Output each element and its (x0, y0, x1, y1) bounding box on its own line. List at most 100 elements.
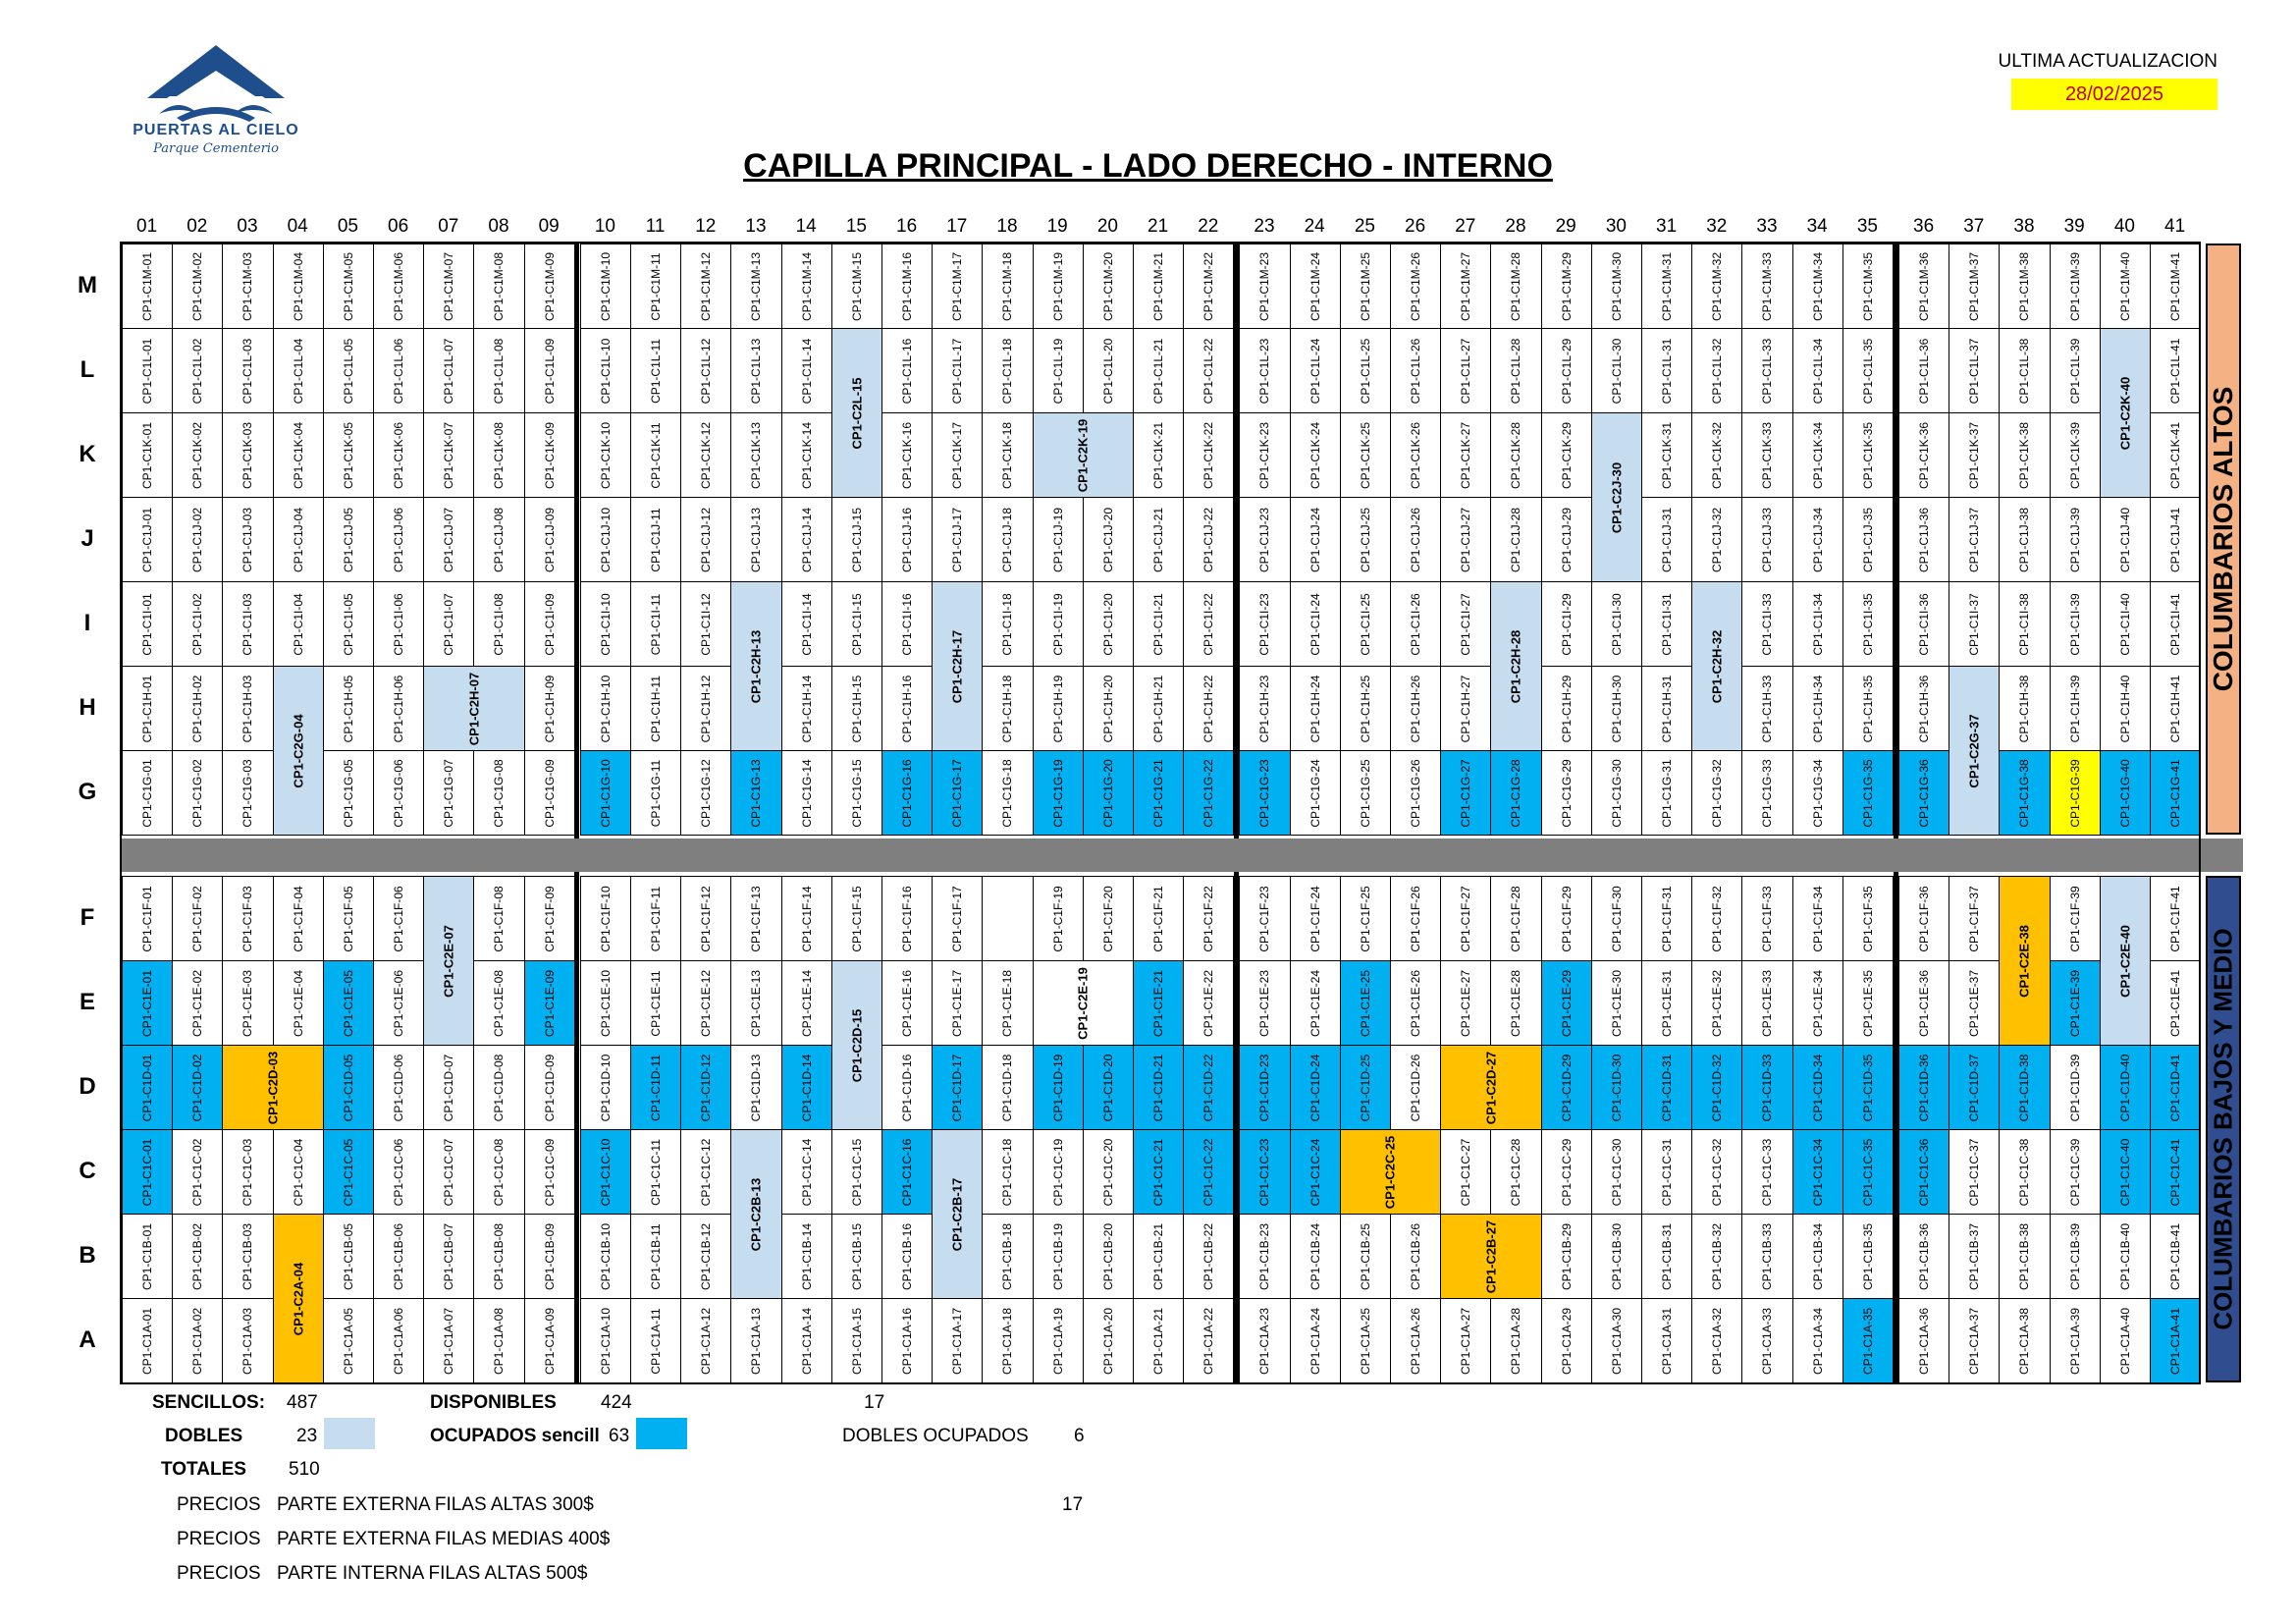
niche-cell[interactable]: CP1-C1A-27 (1440, 1298, 1492, 1383)
niche-cell[interactable]: CP1-C1B-25 (1339, 1214, 1391, 1299)
niche-cell[interactable]: CP1-C1I-09 (523, 581, 575, 667)
niche-cell[interactable]: CP1-C1B-15 (830, 1214, 882, 1299)
niche-cell[interactable]: CP1-C1J-29 (1540, 497, 1592, 582)
niche-cell[interactable]: CP1-C1I-31 (1641, 581, 1693, 667)
niche-cell[interactable]: CP1-C1K-38 (1999, 412, 2051, 498)
niche-cell[interactable]: CP1-C1H-41 (2150, 666, 2202, 751)
niche-cell[interactable]: CP1-C1F-08 (473, 876, 525, 961)
niche-cell[interactable]: CP1-C1H-29 (1540, 666, 1592, 751)
niche-cell[interactable]: CP1-C1G-41 (2150, 750, 2202, 836)
niche-cell[interactable]: CP1-C1G-09 (523, 750, 575, 836)
niche-cell[interactable]: CP1-C1D-26 (1390, 1045, 1442, 1130)
niche-cell[interactable]: CP1-C1C-15 (830, 1129, 882, 1215)
niche-cell[interactable]: CP1-C1C-10 (579, 1129, 631, 1215)
niche-cell[interactable]: CP1-C1M-33 (1741, 244, 1793, 329)
niche-cell[interactable]: CP1-C1G-22 (1183, 750, 1235, 836)
niche-cell[interactable]: CP1-C1E-12 (680, 960, 732, 1046)
niche-cell[interactable]: CP1-C1L-10 (579, 328, 631, 413)
niche-cell[interactable]: CP1-C1E-03 (222, 960, 274, 1046)
niche-cell[interactable]: CP1-C1B-19 (1032, 1214, 1084, 1299)
niche-cell[interactable]: CP1-C1D-19 (1032, 1045, 1084, 1130)
niche-cell[interactable]: CP1-C1I-02 (172, 581, 224, 667)
niche-cell[interactable]: CP1-C1B-22 (1183, 1214, 1235, 1299)
niche-cell[interactable]: CP1-C1E-04 (272, 960, 324, 1046)
niche-cell[interactable]: CP1-C1H-30 (1590, 666, 1642, 751)
niche-cell[interactable]: CP1-C1G-27 (1440, 750, 1492, 836)
niche-cell[interactable]: CP1-C1A-05 (322, 1298, 374, 1383)
niche-cell[interactable]: CP1-C1C-34 (1791, 1129, 1843, 1215)
double-niche[interactable]: CP1-C2H-07 (423, 666, 525, 751)
niche-cell[interactable]: CP1-C1L-38 (1999, 328, 2051, 413)
niche-cell[interactable]: CP1-C1D-22 (1183, 1045, 1235, 1130)
niche-cell[interactable]: CP1-C1A-37 (1949, 1298, 2001, 1383)
niche-cell[interactable]: CP1-C1H-39 (2049, 666, 2101, 751)
niche-cell[interactable]: CP1-C1I-03 (222, 581, 274, 667)
niche-cell[interactable]: CP1-C1D-29 (1540, 1045, 1592, 1130)
niche-cell[interactable]: CP1-C1I-19 (1032, 581, 1084, 667)
niche-cell[interactable]: CP1-C1M-11 (630, 244, 682, 329)
niche-cell[interactable]: CP1-C1F-22 (1183, 876, 1235, 961)
niche-cell[interactable]: CP1-C1M-38 (1999, 244, 2051, 329)
niche-cell[interactable]: CP1-C1M-28 (1490, 244, 1542, 329)
niche-cell[interactable]: CP1-C1H-22 (1183, 666, 1235, 751)
niche-cell[interactable]: CP1-C1M-17 (932, 244, 984, 329)
niche-cell[interactable]: CP1-C1G-15 (830, 750, 882, 836)
niche-cell[interactable]: CP1-C1G-05 (322, 750, 374, 836)
niche-cell[interactable]: CP1-C1B-34 (1791, 1214, 1843, 1299)
niche-cell[interactable]: CP1-C1I-30 (1590, 581, 1642, 667)
niche-cell[interactable]: CP1-C1C-24 (1289, 1129, 1341, 1215)
niche-cell[interactable]: CP1-C1B-11 (630, 1214, 682, 1299)
niche-cell[interactable]: CP1-C1D-23 (1239, 1045, 1291, 1130)
niche-cell[interactable]: CP1-C1K-12 (680, 412, 732, 498)
niche-cell[interactable]: CP1-C1A-30 (1590, 1298, 1642, 1383)
niche-cell[interactable]: CP1-C1J-12 (680, 497, 732, 582)
niche-cell[interactable]: CP1-C1E-17 (932, 960, 984, 1046)
niche-cell[interactable]: CP1-C1L-41 (2150, 328, 2202, 413)
niche-cell[interactable]: CP1-C1C-30 (1590, 1129, 1642, 1215)
niche-cell[interactable]: CP1-C1E-01 (122, 960, 174, 1046)
niche-cell[interactable]: CP1-C1I-37 (1949, 581, 2001, 667)
niche-cell[interactable]: CP1-C1K-10 (579, 412, 631, 498)
niche-cell[interactable]: CP1-C1A-09 (523, 1298, 575, 1383)
niche-cell[interactable]: CP1-C1G-39 (2049, 750, 2101, 836)
niche-cell[interactable]: CP1-C1B-18 (982, 1214, 1034, 1299)
niche-cell[interactable]: CP1-C1C-08 (473, 1129, 525, 1215)
niche-cell[interactable]: CP1-C1E-10 (579, 960, 631, 1046)
niche-cell[interactable]: CP1-C1D-32 (1691, 1045, 1743, 1130)
niche-cell[interactable]: CP1-C1H-36 (1898, 666, 1950, 751)
niche-cell[interactable]: CP1-C1A-02 (172, 1298, 224, 1383)
niche-cell[interactable]: CP1-C1A-01 (122, 1298, 174, 1383)
niche-cell[interactable]: CP1-C1L-08 (473, 328, 525, 413)
niche-cell[interactable]: CP1-C1F-02 (172, 876, 224, 961)
niche-cell[interactable]: CP1-C1M-01 (122, 244, 174, 329)
niche-cell[interactable]: CP1-C1I-27 (1440, 581, 1492, 667)
niche-cell[interactable]: CP1-C1C-04 (272, 1129, 324, 1215)
niche-cell[interactable]: CP1-C1B-30 (1590, 1214, 1642, 1299)
niche-cell[interactable]: CP1-C1K-02 (172, 412, 224, 498)
niche-cell[interactable]: CP1-C1J-19 (1032, 497, 1084, 582)
niche-cell[interactable]: CP1-C1D-33 (1741, 1045, 1793, 1130)
double-niche[interactable]: CP1-C2H-28 (1490, 581, 1542, 751)
niche-cell[interactable]: CP1-C1A-23 (1239, 1298, 1291, 1383)
niche-cell[interactable]: CP1-C1D-21 (1133, 1045, 1185, 1130)
niche-cell[interactable]: CP1-C1F-39 (2049, 876, 2101, 961)
niche-cell[interactable]: CP1-C1M-24 (1289, 244, 1341, 329)
niche-cell[interactable]: CP1-C1D-08 (473, 1045, 525, 1130)
niche-cell[interactable] (982, 876, 1034, 961)
niche-cell[interactable]: CP1-C1C-01 (122, 1129, 174, 1215)
niche-cell[interactable]: CP1-C1K-01 (122, 412, 174, 498)
niche-cell[interactable]: CP1-C1M-22 (1183, 244, 1235, 329)
niche-cell[interactable]: CP1-C1J-07 (423, 497, 475, 582)
niche-cell[interactable]: CP1-C1B-24 (1289, 1214, 1341, 1299)
niche-cell[interactable]: CP1-C1K-26 (1390, 412, 1442, 498)
niche-cell[interactable]: CP1-C1J-08 (473, 497, 525, 582)
niche-cell[interactable]: CP1-C1F-35 (1842, 876, 1894, 961)
niche-cell[interactable]: CP1-C1C-06 (373, 1129, 425, 1215)
niche-cell[interactable]: CP1-C1D-25 (1339, 1045, 1391, 1130)
niche-cell[interactable]: CP1-C1C-11 (630, 1129, 682, 1215)
niche-cell[interactable]: CP1-C1G-36 (1898, 750, 1950, 836)
niche-cell[interactable]: CP1-C1K-17 (932, 412, 984, 498)
niche-cell[interactable]: CP1-C1L-19 (1032, 328, 1084, 413)
niche-cell[interactable]: CP1-C1F-41 (2150, 876, 2202, 961)
niche-cell[interactable]: CP1-C1G-23 (1239, 750, 1291, 836)
